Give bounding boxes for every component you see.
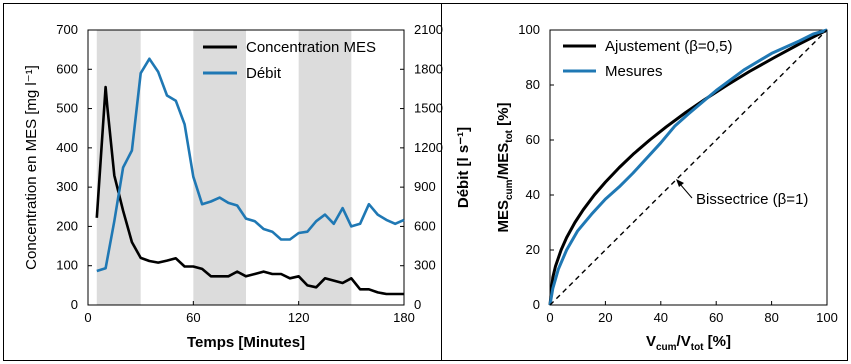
annotation-arrow-line [679,183,693,199]
right-chart-y-tick-label: 40 [526,187,540,202]
left-legend-label-2: Débit [246,65,282,82]
right-legend-label-1: Ajustement (β=0,5) [605,38,732,55]
left-x-tick-label: 0 [84,310,91,325]
right-y-tick-label: 900 [414,179,436,194]
right-y-tick-label: 2100 [414,22,443,37]
shaded-band-2 [193,30,246,305]
left-x-tick-label: 180 [393,310,415,325]
right-chart-y-tick-label: 20 [526,242,540,257]
right-chart-x-tick-label: 20 [598,310,612,325]
left-y-tick-label: 500 [56,101,78,116]
left-legend-label-1: Concentration MES [246,39,376,56]
shaded-band-3 [298,30,352,305]
left-plot-frame [87,29,405,306]
right-y-tick-label: 1200 [414,140,443,155]
right-y-tick-label: 1800 [414,61,443,76]
left-y-tick-label: 700 [56,22,78,37]
left-x-tick-label: 120 [288,310,310,325]
outer-frame [3,3,848,361]
left-y-tick-label: 0 [71,297,78,312]
shaded-band-1 [96,30,141,305]
right-y-tick-label: 600 [414,218,436,233]
right-chart-x-tick-label: 0 [546,310,553,325]
right-chart-y-tick-label: 100 [518,22,540,37]
bisector-dashed-line [549,29,828,306]
right-y-tick-label: 0 [414,297,421,312]
left-x-axis-label: Temps [Minutes] [187,334,305,351]
right-y-tick-label: 1500 [414,101,443,116]
left-y-tick-label: 300 [56,179,78,194]
right-plot-frame [549,29,828,306]
left-series-line-2 [96,57,405,273]
left-x-tick-label: 60 [186,310,200,325]
right-chart-x-tick-label: 80 [764,310,778,325]
bisector-annotation: Bissectrice (β=1) [696,191,808,208]
right-series-line-2 [548,28,828,306]
annotation-arrow-head [676,179,684,187]
right-series-line-1 [548,28,828,306]
left-y-tick-label: 600 [56,61,78,76]
right-legend-label-2: Mesures [605,63,663,80]
right-chart-x-tick-label: 40 [654,310,668,325]
right-chart-y-tick-label: 0 [533,297,540,312]
right-y-tick-label: 300 [414,258,436,273]
right-chart-x-tick-label: 100 [816,310,838,325]
right-y-axis-label: Débit [l s⁻¹] [455,127,472,208]
left-y-axis-label: Concentration en MES [mg l⁻¹] [23,65,40,270]
left-y-tick-label: 100 [56,258,78,273]
right-chart-x-tick-label: 60 [709,310,723,325]
right-chart-y-tick-label: 80 [526,77,540,92]
left-y-tick-label: 200 [56,218,78,233]
right-y-axis-label: MEScum/MEStot [%] [495,102,515,232]
right-x-axis-label: Vcum/Vtot [%] [646,333,731,353]
left-y-tick-label: 400 [56,140,78,155]
right-chart-y-tick-label: 60 [526,132,540,147]
left-series-line-1 [95,85,404,296]
